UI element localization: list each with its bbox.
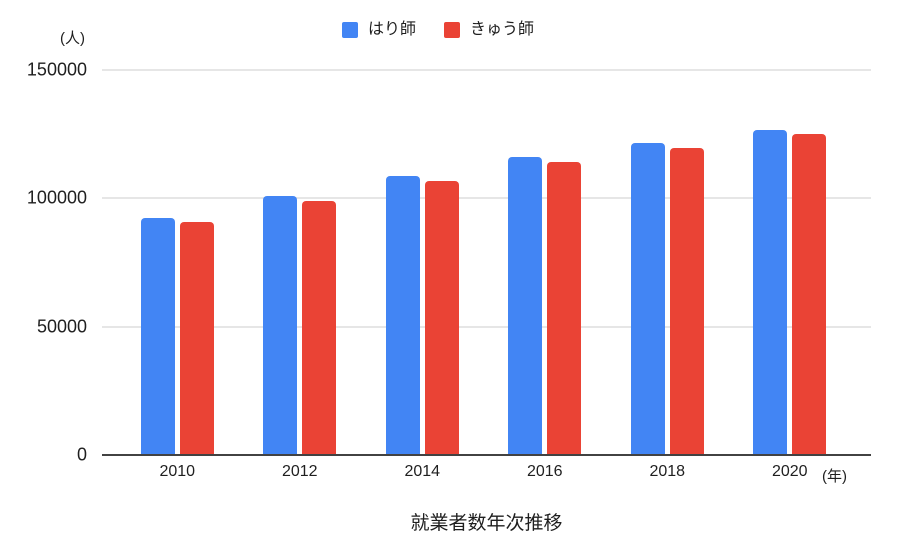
bar-きゅう師-2014	[424, 181, 459, 455]
y-tick-label-50000: 50000	[36, 316, 87, 337]
legend-series-1-label: はり師	[368, 21, 417, 38]
x-axis-unit-label: (年)	[822, 468, 847, 485]
x-tick-label-2016: 2016	[526, 463, 563, 480]
x-tick-label-2010: 2010	[159, 463, 196, 480]
gridline-100000	[102, 197, 871, 200]
bar-group-2020	[729, 70, 852, 455]
y-axis-unit-label: (人)	[60, 30, 85, 47]
y-axis: 0 50000 100000 150000	[0, 60, 94, 465]
bar-group-2014	[361, 70, 484, 455]
bar-group-2010	[116, 70, 239, 455]
legend-item-series-1: はり師	[342, 22, 416, 38]
gridline-150000	[102, 69, 871, 71]
legend-series-2-swatch	[444, 22, 461, 38]
x-tick-label-2018: 2018	[649, 463, 686, 480]
y-tick-label-150000: 150000	[26, 59, 87, 80]
bar-きゅう師-2018	[669, 147, 704, 455]
chart-title: 就業者数年次推移	[410, 513, 563, 534]
bar-はり師-2014	[385, 176, 420, 455]
x-axis: 2010 2012 2014 2016 2018 2020	[116, 463, 851, 481]
bars-row	[116, 70, 851, 455]
bar-はり師-2018	[630, 142, 665, 455]
legend-series-2-label: きゅう師	[470, 21, 535, 38]
legend: はり師 きゅう師	[342, 22, 534, 38]
legend-series-1-swatch	[342, 22, 358, 38]
plot-area	[102, 69, 871, 456]
y-tick-label-100000: 100000	[26, 187, 87, 208]
x-tick-label-2012: 2012	[281, 463, 318, 480]
bar-きゅう師-2020	[792, 134, 827, 455]
bar-きゅう師-2016	[547, 162, 582, 455]
legend-item-series-2: きゅう師	[444, 22, 534, 38]
x-axis-line	[102, 454, 871, 456]
bar-group-2012	[239, 70, 362, 455]
bar-はり師-2012	[263, 196, 298, 455]
bar-はり師-2016	[508, 157, 543, 455]
x-tick-label-2020: 2020	[771, 463, 808, 480]
x-tick-label-2014: 2014	[404, 463, 441, 480]
bar-きゅう師-2012	[302, 200, 337, 455]
bar-はり師-2020	[753, 129, 788, 455]
bar-group-2018	[606, 70, 729, 455]
bar-はり師-2010	[140, 217, 175, 455]
bar-group-2016	[484, 70, 607, 455]
y-tick-label-0: 0	[76, 444, 87, 465]
gridline-50000	[102, 325, 871, 328]
bar-きゅう師-2010	[179, 222, 214, 455]
